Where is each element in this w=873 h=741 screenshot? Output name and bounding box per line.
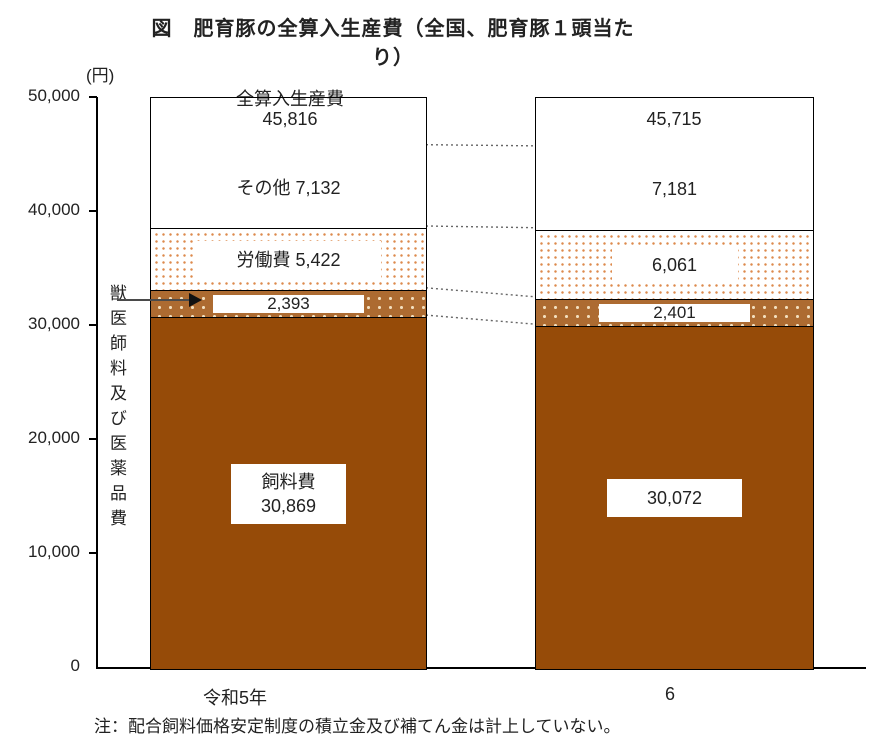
total-value-reiwa6: 45,715 — [646, 109, 702, 129]
bar-segment-solid-brown: 飼料費 30,869 — [151, 317, 426, 669]
vet-label-arrow-icon — [189, 293, 202, 307]
stacked-bar-reiwa5: 飼料費 30,869 2,393 労働費 5,422 その他 7,132 — [150, 97, 427, 670]
segment-value-label: 2,401 — [599, 304, 750, 322]
y-tick-mark — [89, 96, 97, 98]
bar-segment-white: その他 7,132 — [151, 147, 426, 228]
segment-value-label: 飼料費 30,869 — [230, 463, 347, 524]
y-tick-label: 20,000 — [28, 428, 80, 447]
y-tick-mark — [89, 552, 97, 554]
x-label-reiwa5: 令和5年 — [202, 688, 267, 708]
total-value-reiwa5: 45,816 — [262, 109, 318, 129]
vet-label-arrow-shaft — [117, 299, 191, 301]
y-tick-mark — [89, 210, 97, 212]
segment-value-label: 労働費 5,422 — [196, 240, 381, 279]
y-tick-label: 30,000 — [28, 314, 80, 333]
segment-value-label: 30,072 — [606, 479, 743, 517]
segment-value-label: 2,393 — [213, 295, 364, 313]
chart-title: 図 肥育豚の全算入生産費（全国、肥育豚１頭当たり） — [151, 18, 635, 69]
y-axis-unit-label: (円) — [86, 66, 115, 85]
y-tick-mark — [89, 324, 97, 326]
footnote-text: 注：配合飼料価格安定制度の積立金及び補てん金は計上していない。 — [94, 717, 621, 736]
segment-value-label: その他 7,132 — [236, 177, 341, 198]
connector-line — [425, 314, 536, 325]
total-cost-header-label: 全算入生産費 — [236, 89, 344, 109]
bar-segment-orange-dots: 6,061 — [536, 230, 813, 299]
y-tick-mark — [89, 438, 97, 440]
bar-segment-orange-dots: 労働費 5,422 — [151, 228, 426, 290]
y-tick-label: 40,000 — [28, 200, 80, 219]
segment-value-label: 7,181 — [651, 179, 698, 199]
bar-segment-solid-brown: 30,072 — [536, 326, 813, 669]
vet-medicine-cost-label: 獣医師料及び医薬品費 — [107, 284, 126, 534]
y-tick-label: 10,000 — [28, 542, 80, 561]
connector-line — [425, 287, 536, 298]
y-tick-label: 0 — [70, 656, 80, 675]
x-label-reiwa6: 6 — [664, 684, 675, 704]
segment-value-label: 6,061 — [611, 246, 738, 284]
stacked-bar-reiwa6: 30,072 2,401 6,061 7,181 — [535, 97, 814, 670]
y-tick-label: 50,000 — [28, 86, 80, 105]
connector-line — [425, 225, 536, 229]
bar-segment-brown-dots: 2,401 — [536, 299, 813, 326]
y-axis-line — [96, 97, 98, 668]
connector-line — [425, 143, 536, 147]
bar-segment-white: 7,181 — [536, 148, 813, 230]
x-axis-line — [96, 667, 866, 669]
